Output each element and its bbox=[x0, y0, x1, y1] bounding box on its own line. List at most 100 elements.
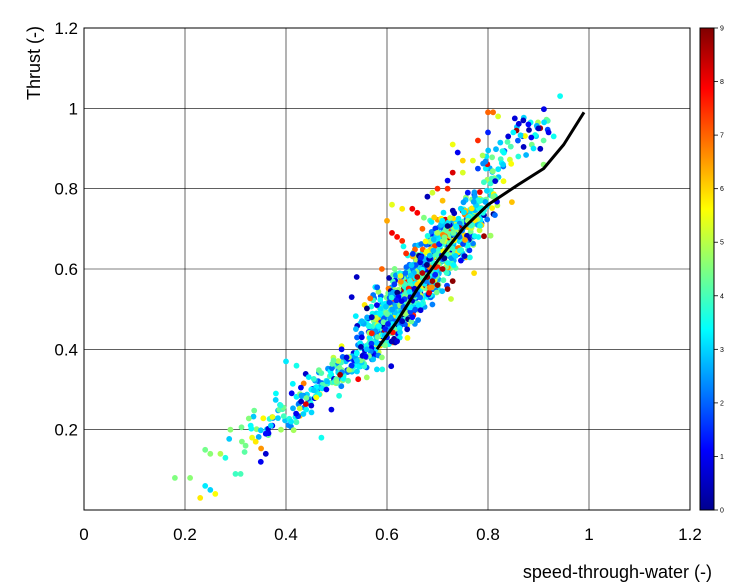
data-point bbox=[415, 302, 422, 309]
data-point bbox=[501, 149, 507, 156]
data-point bbox=[380, 319, 387, 326]
data-point bbox=[337, 371, 343, 378]
data-point bbox=[457, 247, 463, 254]
colorbar-tick-label: 9 bbox=[720, 26, 724, 33]
data-point bbox=[432, 225, 439, 232]
data-point bbox=[283, 358, 289, 365]
data-point bbox=[481, 179, 487, 186]
data-point bbox=[449, 278, 456, 284]
data-point bbox=[222, 454, 229, 461]
data-point bbox=[308, 409, 315, 416]
data-point bbox=[348, 362, 355, 369]
data-point bbox=[318, 434, 325, 441]
data-point bbox=[336, 392, 342, 399]
data-point bbox=[479, 152, 486, 159]
data-point bbox=[397, 273, 404, 279]
data-point bbox=[338, 346, 345, 353]
data-point bbox=[247, 422, 254, 429]
data-point bbox=[419, 270, 426, 276]
data-point bbox=[393, 297, 400, 304]
data-point bbox=[407, 308, 414, 315]
data-point bbox=[379, 366, 386, 373]
data-point bbox=[399, 205, 406, 212]
data-point bbox=[485, 147, 492, 154]
data-point bbox=[368, 314, 375, 321]
data-point bbox=[278, 426, 284, 433]
data-point bbox=[399, 238, 406, 244]
data-point bbox=[310, 376, 317, 382]
data-point bbox=[460, 199, 467, 206]
data-point bbox=[408, 318, 415, 325]
data-point bbox=[348, 294, 355, 300]
data-point bbox=[257, 458, 264, 465]
data-point bbox=[409, 314, 416, 321]
data-point bbox=[226, 436, 233, 442]
data-point bbox=[338, 383, 345, 390]
data-point bbox=[260, 415, 267, 422]
data-point bbox=[382, 342, 388, 349]
data-point bbox=[434, 282, 441, 288]
data-point bbox=[298, 398, 304, 405]
data-point bbox=[441, 255, 448, 262]
data-points bbox=[172, 93, 563, 501]
data-point bbox=[520, 117, 527, 124]
data-point bbox=[444, 185, 451, 192]
colorbar-tick-label: 7 bbox=[720, 133, 724, 140]
x-tick-label: 0.4 bbox=[274, 525, 298, 544]
data-point bbox=[462, 237, 468, 243]
data-point bbox=[523, 152, 529, 158]
y-tick-labels: 0.2 0.4 0.6 0.8 1 1.2 bbox=[54, 19, 78, 440]
data-point bbox=[452, 253, 459, 259]
data-point bbox=[245, 415, 252, 422]
data-point bbox=[374, 302, 380, 308]
data-point bbox=[207, 487, 214, 493]
data-point bbox=[391, 281, 398, 288]
data-point bbox=[434, 230, 441, 236]
data-point bbox=[482, 199, 489, 205]
colorbar-tick-labels: 0 1 2 3 4 5 6 7 8 9 bbox=[714, 26, 724, 515]
data-point bbox=[280, 413, 287, 420]
data-point bbox=[391, 266, 398, 272]
data-point bbox=[397, 329, 403, 336]
data-point bbox=[468, 205, 475, 212]
data-point bbox=[510, 129, 517, 136]
data-point bbox=[475, 165, 481, 172]
data-point bbox=[237, 471, 244, 477]
data-point bbox=[407, 272, 414, 279]
data-point bbox=[485, 129, 491, 136]
data-point bbox=[353, 326, 359, 332]
data-point bbox=[364, 305, 370, 312]
data-point bbox=[429, 278, 436, 284]
data-point bbox=[303, 395, 310, 401]
data-point bbox=[389, 230, 395, 236]
data-point bbox=[476, 189, 483, 196]
data-point bbox=[262, 430, 269, 437]
data-point bbox=[451, 210, 458, 217]
data-point bbox=[358, 318, 365, 325]
data-point bbox=[449, 141, 456, 148]
data-point bbox=[374, 284, 381, 291]
data-point bbox=[227, 426, 234, 433]
data-point bbox=[328, 406, 335, 413]
data-point bbox=[398, 298, 405, 304]
data-point bbox=[439, 197, 446, 204]
data-point bbox=[550, 133, 557, 140]
data-point bbox=[409, 251, 416, 257]
data-point bbox=[345, 377, 351, 384]
data-point bbox=[296, 405, 303, 412]
data-point bbox=[409, 205, 416, 212]
data-point bbox=[303, 401, 309, 407]
data-point bbox=[300, 411, 307, 417]
data-point bbox=[525, 121, 532, 128]
data-point bbox=[370, 356, 377, 363]
data-point bbox=[352, 313, 359, 319]
data-point bbox=[439, 288, 446, 295]
data-point bbox=[421, 214, 427, 221]
y-tick-label: 0.4 bbox=[54, 340, 78, 359]
data-point bbox=[377, 297, 384, 303]
data-point bbox=[487, 180, 494, 187]
data-point bbox=[383, 303, 389, 310]
data-point bbox=[541, 119, 547, 126]
data-point bbox=[412, 262, 419, 268]
data-point bbox=[415, 317, 421, 323]
